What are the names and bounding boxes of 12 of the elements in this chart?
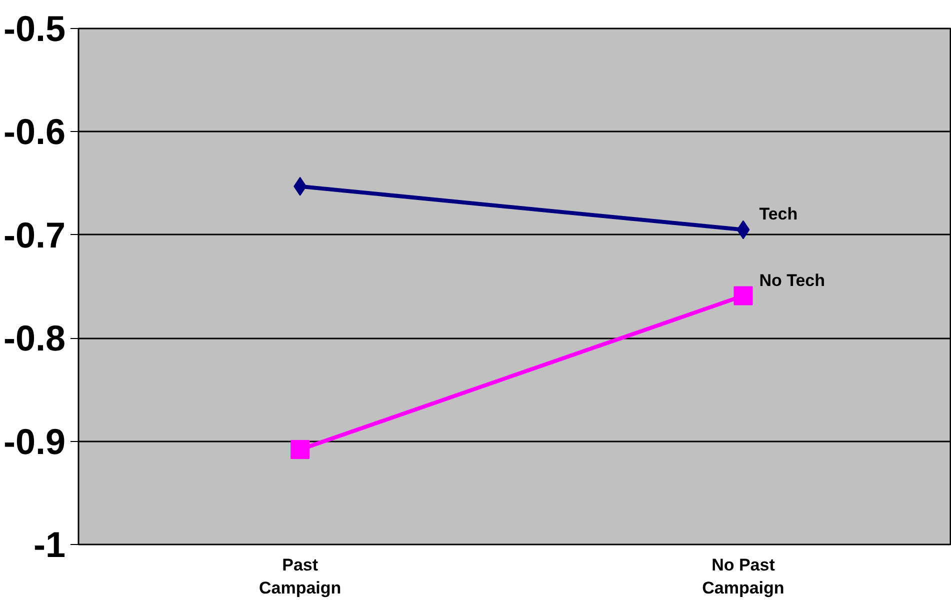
y-tick-label: -0.9 [3,420,66,462]
x-tick-label: Past Campaign [258,556,342,598]
y-tick-label: -0.6 [3,111,66,152]
y-tick-label: -0.8 [3,318,66,359]
x-tick-label: No Past Campaign [702,556,784,598]
series-label: No Tech [759,270,826,290]
y-tick-label: -0.5 [3,8,66,49]
point [290,440,310,460]
y-tick-label: -1 [33,524,66,565]
point [734,286,753,306]
series-label: Tech [759,204,798,224]
y-tick-label: -0.7 [3,214,66,256]
